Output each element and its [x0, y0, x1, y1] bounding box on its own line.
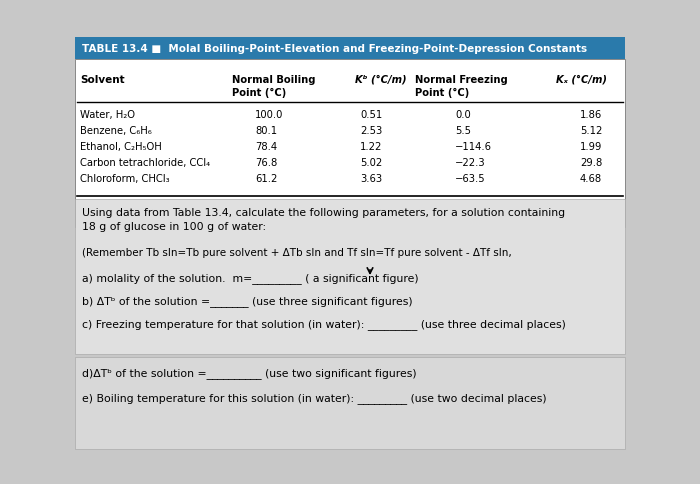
Text: Chloroform, CHCl₃: Chloroform, CHCl₃: [80, 174, 169, 183]
Text: Kᵇ (°C/m): Kᵇ (°C/m): [355, 75, 407, 85]
Text: 80.1: 80.1: [255, 126, 277, 136]
Text: 1.99: 1.99: [580, 142, 603, 151]
Text: 4.68: 4.68: [580, 174, 602, 183]
Text: Using data from Table 13.4, calculate the following parameters, for a solution c: Using data from Table 13.4, calculate th…: [82, 208, 565, 231]
Text: Normal Freezing
Point (°C): Normal Freezing Point (°C): [415, 75, 508, 97]
Bar: [75, 38, 625, 60]
Text: (Remember Tb sln=Tb pure solvent + ΔTb sln and Tf sln=Tf pure solvent - ΔTf sln,: (Remember Tb sln=Tb pure solvent + ΔTb s…: [82, 247, 512, 257]
Text: 5.02: 5.02: [360, 158, 382, 167]
Text: c) Freezing temperature for that solution (in water): _________ (use three decim: c) Freezing temperature for that solutio…: [82, 318, 566, 329]
Text: 78.4: 78.4: [255, 142, 277, 151]
Text: Normal Boiling
Point (°C): Normal Boiling Point (°C): [232, 75, 316, 97]
Bar: [75, 60, 625, 227]
Text: 76.8: 76.8: [255, 158, 277, 167]
Text: Water, H₂O: Water, H₂O: [80, 110, 135, 120]
Text: −22.3: −22.3: [455, 158, 486, 167]
Text: Kₓ (°C/m): Kₓ (°C/m): [556, 75, 607, 85]
Bar: [75, 357, 625, 449]
Text: 61.2: 61.2: [255, 174, 277, 183]
Text: Solvent: Solvent: [80, 75, 125, 85]
Text: b) ΔTᵇ of the solution =_______ (use three significant figures): b) ΔTᵇ of the solution =_______ (use thr…: [82, 295, 412, 306]
Text: 0.51: 0.51: [360, 110, 382, 120]
Text: 5.12: 5.12: [580, 126, 603, 136]
Text: Ethanol, C₂H₅OH: Ethanol, C₂H₅OH: [80, 142, 162, 151]
Text: 1.86: 1.86: [580, 110, 602, 120]
Text: 2.53: 2.53: [360, 126, 382, 136]
Text: 29.8: 29.8: [580, 158, 602, 167]
Text: 1.22: 1.22: [360, 142, 382, 151]
Bar: [75, 199, 625, 354]
Text: −114.6: −114.6: [455, 142, 492, 151]
Text: d)ΔTᵇ of the solution =__________ (use two significant figures): d)ΔTᵇ of the solution =__________ (use t…: [82, 367, 416, 378]
Text: Benzene, C₆H₆: Benzene, C₆H₆: [80, 126, 152, 136]
Text: TABLE 13.4 ■  Molal Boiling-Point-Elevation and Freezing-Point-Depression Consta: TABLE 13.4 ■ Molal Boiling-Point-Elevati…: [82, 44, 587, 54]
Text: 100.0: 100.0: [255, 110, 284, 120]
Text: −63.5: −63.5: [455, 174, 486, 183]
Text: Carbon tetrachloride, CCl₄: Carbon tetrachloride, CCl₄: [80, 158, 210, 167]
Text: a) molality of the solution.  m=_________ ( a significant figure): a) molality of the solution. m=_________…: [82, 272, 419, 283]
Text: 3.63: 3.63: [360, 174, 382, 183]
Text: 5.5: 5.5: [455, 126, 471, 136]
Text: 0.0: 0.0: [455, 110, 470, 120]
Text: e) Boiling temperature for this solution (in water): _________ (use two decimal : e) Boiling temperature for this solution…: [82, 392, 547, 403]
